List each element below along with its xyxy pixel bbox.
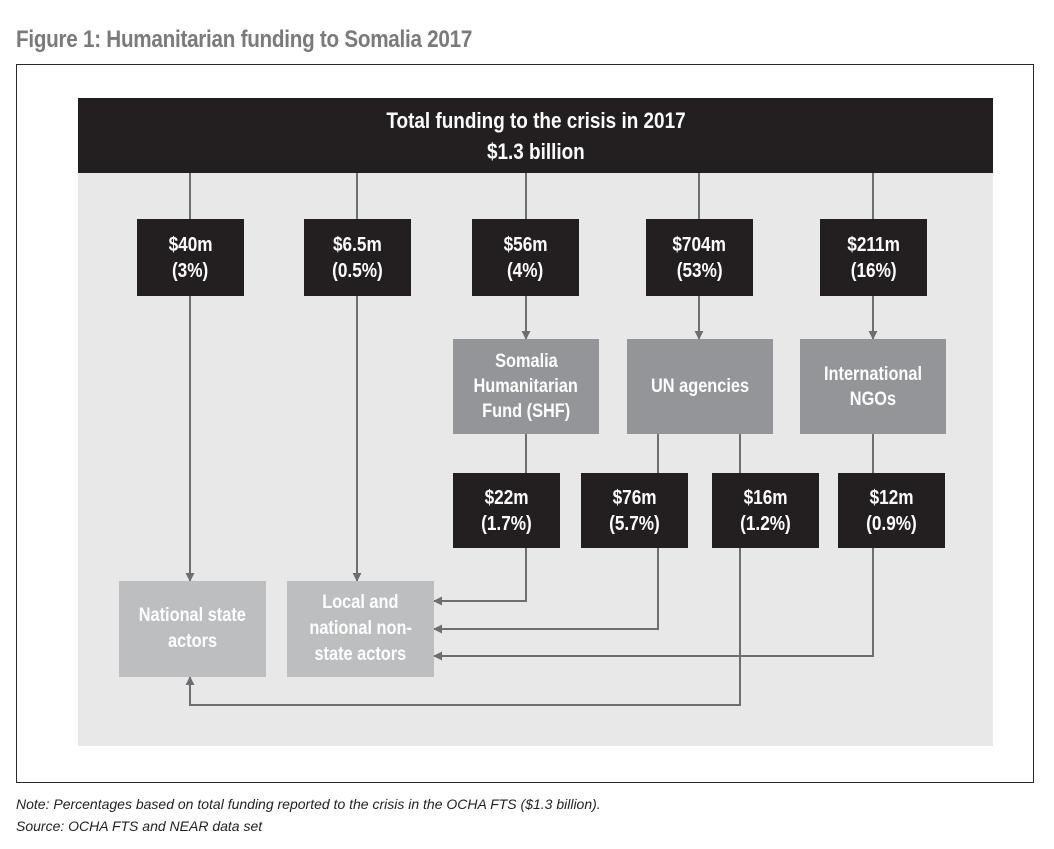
funding-box-un-agencies: $704m (53%) (646, 219, 753, 296)
un-agencies-box: UN agencies (627, 339, 773, 434)
funding-share: (0.9%) (866, 512, 917, 535)
header-line-1: Total funding to the crisis in 2017 (385, 107, 686, 133)
total-funding-header: Total funding to the crisis in 2017 $1.3… (78, 98, 993, 173)
funding-box-international-ngos: $211m (16%) (820, 219, 927, 296)
funding-share: (3%) (172, 259, 209, 282)
funding-share: (4%) (507, 259, 544, 282)
funding-box-shf-to-local: $22m (1.7%) (453, 473, 560, 548)
funding-share: (0.5%) (332, 259, 383, 282)
funding-amount: $56m (503, 233, 548, 256)
local-actors-label-line: Local and (322, 592, 399, 613)
national-state-actors-box: National state actors (119, 581, 266, 677)
national-state-label-line: actors (167, 631, 218, 652)
figure-source: Source: OCHA FTS and NEAR data set (16, 818, 263, 834)
shf-label-line: Fund (SHF) (481, 401, 571, 422)
arrow-22m-to-local (433, 548, 527, 606)
local-national-non-state-actors-box: Local and national non- state actors (287, 581, 434, 677)
funding-amount: $704m (672, 233, 727, 256)
funding-box-un-to-local: $76m (5.7%) (581, 473, 688, 548)
international-ngos-box: International NGOs (800, 339, 946, 434)
shf-label-line: Somalia (494, 351, 558, 372)
funding-share: (5.7%) (609, 512, 660, 535)
arrow-16m-to-national-state (185, 548, 741, 706)
funding-share: (1.2%) (740, 512, 791, 535)
funding-box-ngos-to-local: $12m (0.9%) (838, 473, 945, 548)
funding-box-national-state: $40m (3%) (137, 219, 244, 296)
figure-title: Figure 1: Humanitarian funding to Somali… (16, 26, 473, 53)
somalia-humanitarian-fund-box: Somalia Humanitarian Fund (SHF) (453, 339, 599, 434)
shf-label-line: Humanitarian (473, 376, 579, 397)
local-actors-label-line: state actors (314, 644, 407, 665)
funding-share: (53%) (676, 259, 723, 282)
funding-box-un-to-national-state: $16m (1.2%) (712, 473, 819, 548)
funding-amount: $211m (847, 233, 900, 256)
header-line-2: $1.3 billion (486, 138, 585, 164)
funding-share: (16%) (850, 259, 897, 282)
funding-share: (1.7%) (481, 512, 532, 535)
national-state-label-line: National state (138, 605, 247, 626)
funding-amount: $12m (869, 486, 914, 509)
funding-box-local-actors: $6.5m (0.5%) (304, 219, 411, 296)
funding-amount: $16m (743, 486, 788, 509)
un-agencies-label: UN agencies (650, 376, 750, 397)
ngos-label-line: International (823, 363, 923, 385)
funding-box-shf: $56m (4%) (472, 219, 579, 296)
funding-amount: $40m (168, 233, 213, 256)
funding-amount: $22m (484, 486, 529, 509)
funding-amount: $76m (612, 486, 657, 509)
arrow-76m-to-local (433, 548, 659, 634)
arrow-12m-to-local (433, 548, 874, 661)
figure-note: Note: Percentages based on total funding… (16, 796, 601, 812)
funding-amount: $6.5m (333, 233, 382, 256)
local-actors-label-line: national non- (309, 618, 412, 639)
ngos-label-line: NGOs (849, 388, 897, 410)
